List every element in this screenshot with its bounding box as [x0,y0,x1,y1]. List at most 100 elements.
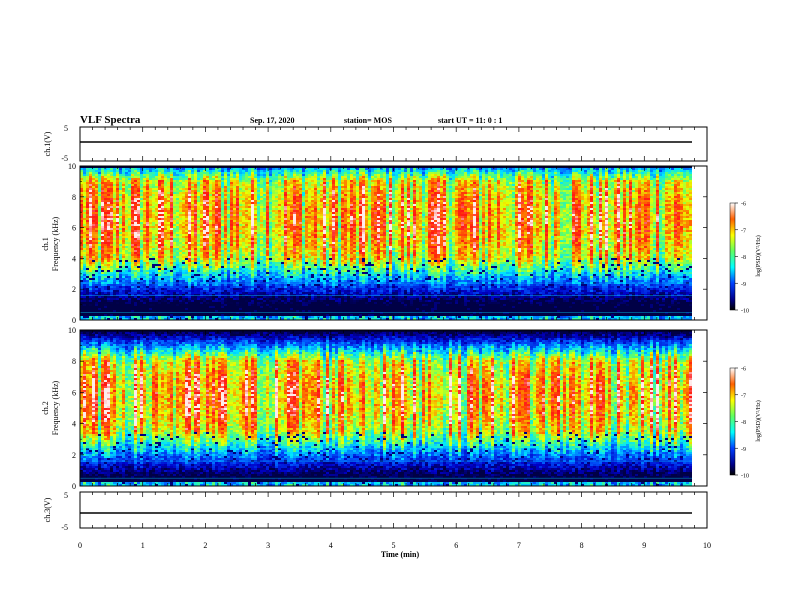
spectrogram-cell [146,318,150,320]
spectrogram-cell [182,286,186,289]
spectrogram-cell [92,192,96,195]
spectrogram-cell [230,284,234,287]
spectrogram-cell [176,312,180,315]
spectrogram-cell [86,300,90,303]
spectrogram-cell [221,180,225,183]
spectrogram-cell [206,240,210,243]
spectrogram-cell [176,174,180,177]
spectrogram-cell [242,316,246,319]
spectrogram-cell [134,314,138,317]
spectrogram-cell [104,310,108,313]
spectrogram-cell [191,270,195,273]
spectrogram-cell [203,188,207,191]
spectrogram-cell [185,238,189,241]
spectrogram-cell [215,234,219,237]
spectrogram-cell [203,276,207,279]
spectrogram-cell [266,208,270,211]
spectrogram-cell [236,246,240,249]
spectrogram-cell [230,252,234,255]
spectrogram-cell [173,206,177,209]
spectrogram-cell [272,228,276,231]
spectrogram-cell [227,170,231,173]
spectrogram-cell [245,252,249,255]
spectrogram-cell [137,218,141,221]
spectrogram-cell [233,254,237,257]
spectrogram-cell [149,194,153,197]
spectrogram-cell [191,168,195,171]
spectrogram-cell [137,306,141,309]
spectrogram-cell [128,246,132,249]
spectrogram-cell [110,256,114,259]
spectrogram-cell [80,194,84,197]
spectrogram-cell [254,284,258,287]
spectrogram-cell [80,268,84,271]
spectrogram-cell [272,278,276,281]
spectrogram-cell [272,238,276,241]
spectrogram-cell [86,208,90,211]
spectrogram-cell [179,180,183,183]
spectrogram-cell [170,292,174,295]
spectrogram-cell [137,228,141,231]
spectrogram-cell [86,210,90,213]
spectrogram-cell [194,280,198,283]
spectrogram-cell [83,234,87,237]
spectrogram-cell [146,196,150,199]
spectrogram-cell [272,216,276,219]
spectrogram-cell [167,262,171,265]
spectrogram-cell [134,214,138,217]
spectrogram-cell [194,184,198,187]
spectrogram-cell [254,216,258,219]
spectrogram-cell [230,254,234,257]
spectrogram-cell [119,172,123,175]
spectrogram-cell [167,276,171,279]
spectrogram-cell [257,288,261,291]
spectrogram-cell [179,172,183,175]
spectrogram-cell [164,272,168,275]
spectrogram-cell [200,232,204,235]
spectrogram-cell [194,296,198,299]
spectrogram-cell [239,172,243,175]
spectrogram-cell [224,184,228,187]
spectrogram-cell [155,204,159,207]
spectrogram-cell [263,268,267,271]
spectrogram-cell [185,230,189,233]
spectrogram-cell [248,296,252,299]
spectrogram-cell [110,208,114,211]
spectrogram-cell [236,182,240,185]
spectrogram-cell [80,222,84,225]
spectrogram-cell [137,284,141,287]
spectrogram-cell [194,300,198,303]
spectrogram-cell [245,194,249,197]
spectrogram-cell [107,218,111,221]
spectrogram-cell [125,286,129,289]
spectrogram-cell [257,230,261,233]
spectrogram-cell [110,262,114,265]
spectrogram-cell [269,280,273,283]
spectrogram-cell [203,268,207,271]
spectrogram-cell [269,218,273,221]
spectrogram-cell [254,236,258,239]
spectrogram-cell [137,238,141,241]
spectrogram-cell [251,178,255,181]
spectrogram-cell [251,292,255,295]
spectrogram-cell [191,184,195,187]
spectrogram-cell [83,240,87,243]
spectrogram-cell [185,264,189,267]
spectrogram-cell [194,264,198,267]
spectrogram-cell [248,260,252,263]
spectrogram-cell [212,216,216,219]
spectrogram-cell [242,232,246,235]
spectrogram-cell [197,258,201,261]
spectrogram-cell [230,246,234,249]
spectrogram-cell [164,298,168,301]
spectrogram-cell [194,236,198,239]
spectrogram-cell [176,246,180,249]
spectrogram-cell [167,310,171,313]
spectrogram-cell [86,194,90,197]
spectrogram-cell [113,292,117,295]
spectrogram-cell [257,308,261,311]
spectrogram-cell [266,276,270,279]
spectrogram-cell [185,216,189,219]
spectrogram-cell [218,300,222,303]
spectrogram-cell [185,286,189,289]
